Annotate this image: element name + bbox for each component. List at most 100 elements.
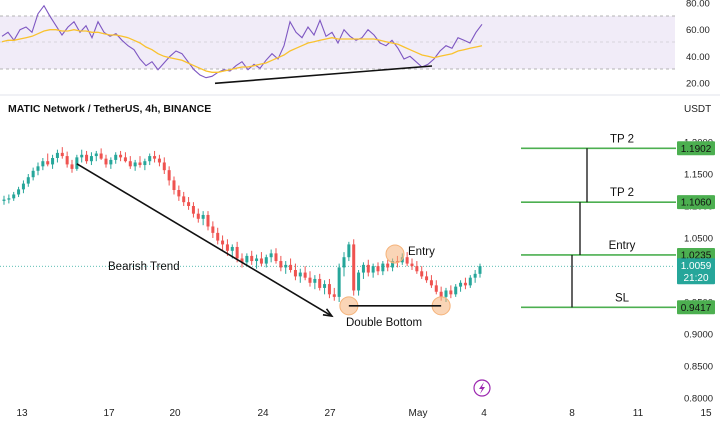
- candle-body: [123, 157, 127, 162]
- candle-body: [148, 156, 152, 162]
- level-label: SL: [615, 292, 630, 304]
- candle-body: [55, 152, 59, 158]
- candle-body: [352, 244, 356, 291]
- candle-body: [468, 277, 472, 286]
- price-tick-label: 1.0500: [684, 234, 713, 245]
- candle-body: [153, 156, 157, 159]
- bearish-trend-label: Bearish Trend: [108, 261, 180, 273]
- candle-body: [119, 154, 123, 158]
- candle-countdown-text: 21:20: [683, 273, 708, 284]
- price-tick-label: 0.9000: [684, 330, 713, 341]
- candle-body: [230, 246, 234, 251]
- current-price-text: 1.0059: [681, 261, 712, 272]
- candle-body: [109, 159, 113, 165]
- x-tick-label: May: [409, 408, 428, 419]
- oscillator-ma-line: [1, 29, 483, 73]
- candle-body: [405, 257, 409, 264]
- candle-body: [201, 214, 205, 219]
- currency-label: USDT: [684, 104, 711, 115]
- x-tick-label: 8: [569, 408, 575, 419]
- candle-body: [187, 202, 191, 206]
- x-tick-label: 13: [16, 408, 28, 419]
- candle-body: [420, 271, 424, 277]
- price-tick-label: 0.8500: [684, 362, 713, 373]
- candle-body: [366, 264, 370, 273]
- price-tick-label: 0.8000: [684, 394, 713, 405]
- candle-body: [323, 284, 327, 288]
- candle-body: [410, 263, 414, 267]
- oscillator-panel: 80.00 60.00 40.00 20.00: [0, 0, 710, 90]
- candle-body: [342, 257, 346, 268]
- level-price-badge: [677, 195, 715, 210]
- candle-body: [157, 158, 161, 163]
- candle-body: [415, 266, 419, 272]
- candle-body: [65, 156, 69, 165]
- candle-body: [347, 244, 351, 258]
- level-label: Entry: [609, 240, 636, 252]
- level-price-text: 1.0235: [681, 250, 712, 261]
- candle-body: [167, 170, 171, 181]
- candle-body: [26, 177, 30, 184]
- candle-body: [70, 164, 74, 169]
- candle-body: [434, 285, 438, 292]
- candle-body: [332, 294, 336, 297]
- price-panel: 1.20001.15001.10001.05001.00000.95000.90…: [0, 133, 713, 419]
- candle-body: [2, 199, 6, 201]
- candle-body: [293, 270, 297, 277]
- x-tick-label: 20: [169, 408, 181, 419]
- candle-body: [99, 153, 103, 159]
- candle-body: [133, 162, 137, 167]
- candle-body: [21, 183, 25, 190]
- candle-body: [386, 263, 390, 268]
- candle-body: [318, 278, 322, 288]
- candle-body: [143, 161, 147, 166]
- level-label: TP 2: [610, 187, 634, 199]
- x-tick-label: 4: [481, 408, 487, 419]
- lightning-icon[interactable]: [473, 379, 491, 397]
- current-price-badge: [677, 258, 715, 285]
- candle-body: [41, 161, 45, 167]
- candle-body: [269, 253, 273, 258]
- candle-body: [12, 194, 16, 199]
- candle-body: [128, 161, 132, 167]
- candle-body: [357, 272, 361, 291]
- candle-body: [240, 258, 244, 263]
- candle-body: [308, 277, 312, 283]
- candle-body: [104, 158, 108, 165]
- level-price-text: 1.1902: [681, 144, 712, 155]
- candle-body: [425, 276, 429, 281]
- bearish-trend-arrow: [76, 163, 333, 317]
- entry-label: Entry: [408, 246, 435, 258]
- oscillator-tick-label: 60.00: [686, 25, 710, 36]
- arrow-head: [322, 308, 334, 318]
- x-tick-label: 24: [257, 408, 269, 419]
- x-tick-label: 15: [700, 408, 712, 419]
- candle-body: [250, 255, 254, 262]
- x-tick-label: 27: [324, 408, 336, 419]
- double-bottom-label: Double Bottom: [346, 317, 422, 329]
- candle-body: [361, 264, 365, 273]
- candle-body: [473, 273, 477, 278]
- candle-body: [17, 189, 21, 195]
- oscillator-tick-label: 80.00: [686, 0, 710, 10]
- candle-body: [259, 258, 263, 264]
- candle-body: [444, 290, 448, 297]
- candle-body: [371, 266, 375, 273]
- x-tick-label: 11: [633, 408, 644, 419]
- candle-body: [274, 253, 278, 262]
- entry-marker: [385, 244, 405, 264]
- candle-body: [191, 206, 195, 214]
- candle-body: [303, 272, 307, 278]
- candle-body: [46, 161, 50, 165]
- candle-body: [211, 226, 215, 233]
- candle-body: [327, 284, 331, 295]
- candle-body: [177, 190, 181, 197]
- level-label: TP 2: [610, 133, 634, 145]
- candle-body: [31, 170, 35, 178]
- oscillator-tick-label: 20.00: [686, 79, 710, 90]
- candle-body: [138, 162, 142, 166]
- candle-body: [206, 214, 210, 227]
- candle-body: [459, 282, 463, 287]
- candle-body: [478, 266, 482, 274]
